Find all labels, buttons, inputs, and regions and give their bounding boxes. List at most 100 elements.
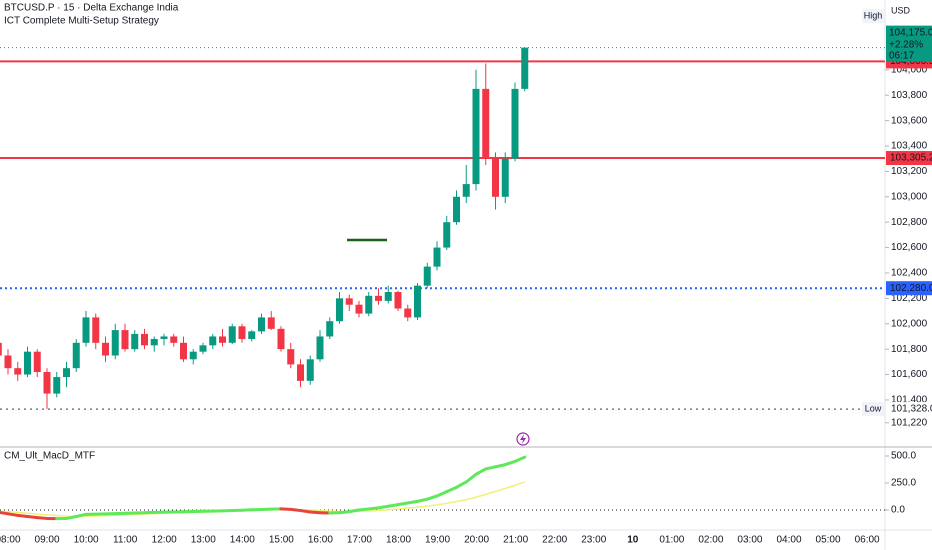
level-label: 103,305.2 — [890, 153, 932, 164]
candle-body — [394, 292, 402, 309]
candle-body — [375, 295, 382, 301]
macd-segment — [455, 480, 468, 489]
x-tick-label: 09:00 — [35, 535, 60, 546]
y-tick-label: 104,000 — [891, 64, 928, 75]
candle-body — [72, 342, 80, 369]
macd-segment — [406, 499, 419, 505]
candle-body — [199, 345, 207, 352]
indicator-tick-label: 0.0 — [891, 505, 905, 516]
x-tick-label: 10:00 — [74, 535, 99, 546]
macd-segment — [0, 510, 10, 516]
x-tick-label: 02:00 — [698, 535, 723, 546]
x-tick-label: 12:00 — [152, 535, 177, 546]
candle-body — [170, 336, 178, 343]
candle-body — [492, 158, 499, 197]
y-tick-label: 101,220 — [891, 417, 928, 428]
candle-body — [248, 331, 256, 339]
candle-body — [355, 304, 363, 314]
macd-segment — [347, 508, 361, 514]
strategy-name: ICT Complete Multi-Setup Strategy — [4, 16, 159, 27]
level-label-box — [886, 151, 932, 166]
x-tick-label: 21:00 — [503, 535, 528, 546]
x-tick-label: 10 — [627, 535, 639, 546]
y-tick-label: 103,000 — [891, 191, 928, 202]
candle-body — [102, 342, 109, 356]
countdown: 06:17 — [889, 50, 914, 61]
y-tick-label: 101,600 — [891, 369, 928, 380]
candle-body — [14, 368, 22, 375]
x-tick-label: 03:00 — [737, 535, 762, 546]
macd-segment — [513, 455, 527, 463]
y-tick-label: 103,400 — [891, 141, 928, 152]
candle-body — [472, 88, 480, 185]
macd-segment — [377, 504, 390, 510]
x-tick-label: 11:00 — [113, 535, 138, 546]
x-tick-label: 19:00 — [425, 535, 450, 546]
candle-body — [131, 333, 139, 350]
level-label-box — [886, 402, 932, 417]
x-tick-label: 04:00 — [776, 535, 801, 546]
candle-body — [453, 196, 460, 223]
candle-body — [326, 321, 334, 337]
macd-segment — [435, 490, 449, 498]
candle-body — [141, 333, 148, 346]
x-tick-label: 14:00 — [230, 535, 255, 546]
candle-body — [189, 351, 197, 360]
indicator-tick-label: 250.0 — [891, 478, 916, 489]
candle-body — [306, 359, 314, 381]
macd-segment — [26, 514, 39, 520]
indicator-tick-label: 500.0 — [891, 451, 916, 462]
candle-body — [150, 338, 158, 346]
x-tick-label: 13:00 — [191, 535, 216, 546]
macd-segment — [367, 506, 380, 511]
macd-segment — [338, 510, 351, 515]
candle-body — [336, 298, 343, 322]
y-tick-label: 103,800 — [891, 90, 928, 101]
macd-segment — [386, 503, 400, 508]
macd-segment — [299, 509, 312, 514]
candle-body — [267, 317, 275, 329]
macd-segment — [474, 467, 488, 476]
macd-segment — [35, 516, 49, 520]
candle-body — [33, 351, 41, 372]
candle-body — [53, 377, 61, 394]
macd-segment — [464, 472, 478, 484]
last-price-label: 104,175.0 — [889, 27, 932, 38]
candle-body — [345, 298, 353, 305]
y-tick-label: 102,000 — [891, 318, 928, 329]
candle-body — [521, 47, 529, 89]
macd-segment — [484, 465, 497, 471]
y-tick-label: 102,600 — [891, 242, 928, 253]
y-tick-label: 101,800 — [891, 344, 928, 355]
macd-segment — [503, 459, 517, 467]
macd-segment — [396, 501, 410, 507]
candle-body — [63, 368, 70, 378]
candle-body — [297, 364, 304, 381]
macd-segment — [445, 485, 458, 494]
macd-segment — [65, 514, 78, 520]
candle-body — [316, 336, 324, 360]
y-tick-label: 103,600 — [891, 115, 928, 126]
candle-body — [404, 308, 412, 318]
candle-body — [43, 371, 51, 394]
level-label: 102,280.0 — [890, 283, 932, 294]
y-tick-label: 101,400 — [891, 395, 928, 406]
x-tick-label: 06:00 — [855, 535, 880, 546]
macd-segment — [16, 513, 29, 518]
candle-body — [384, 292, 392, 301]
candle-body — [180, 342, 187, 360]
x-tick-label: 23:00 — [581, 535, 606, 546]
low-tag: Low — [865, 403, 882, 413]
macd-segment — [357, 507, 371, 512]
candle-body — [433, 247, 441, 267]
candle-body — [238, 326, 246, 339]
candle-body — [209, 336, 217, 346]
candle-body — [414, 285, 421, 318]
macd-segment — [74, 512, 88, 518]
level-label-box — [886, 281, 932, 296]
candle-body — [258, 317, 265, 332]
y-tick-label: 102,200 — [891, 293, 928, 304]
macd-segment — [425, 494, 439, 501]
chart-title: BTCUSD.P · 15 · Delta Exchange India — [4, 3, 179, 14]
